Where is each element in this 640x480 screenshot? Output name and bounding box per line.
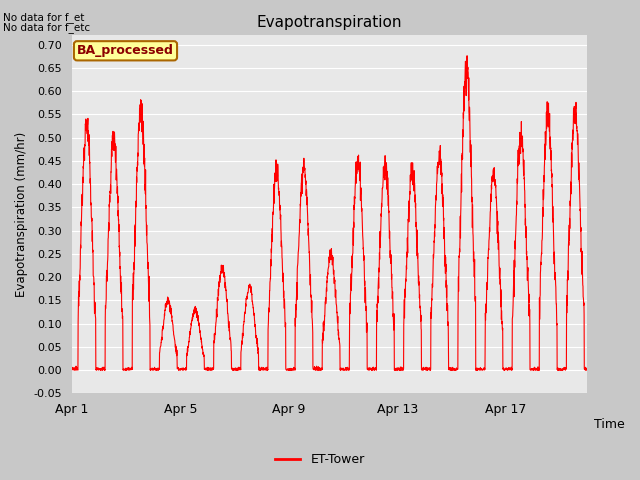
- Text: No data for f_et: No data for f_et: [3, 12, 84, 23]
- Text: No data for f_etc: No data for f_etc: [3, 22, 90, 33]
- Text: BA_processed: BA_processed: [77, 44, 174, 57]
- Title: Evapotranspiration: Evapotranspiration: [257, 15, 403, 30]
- Text: Time: Time: [595, 419, 625, 432]
- Y-axis label: Evapotranspiration (mm/hr): Evapotranspiration (mm/hr): [15, 132, 28, 297]
- Legend: ET-Tower: ET-Tower: [270, 448, 370, 471]
